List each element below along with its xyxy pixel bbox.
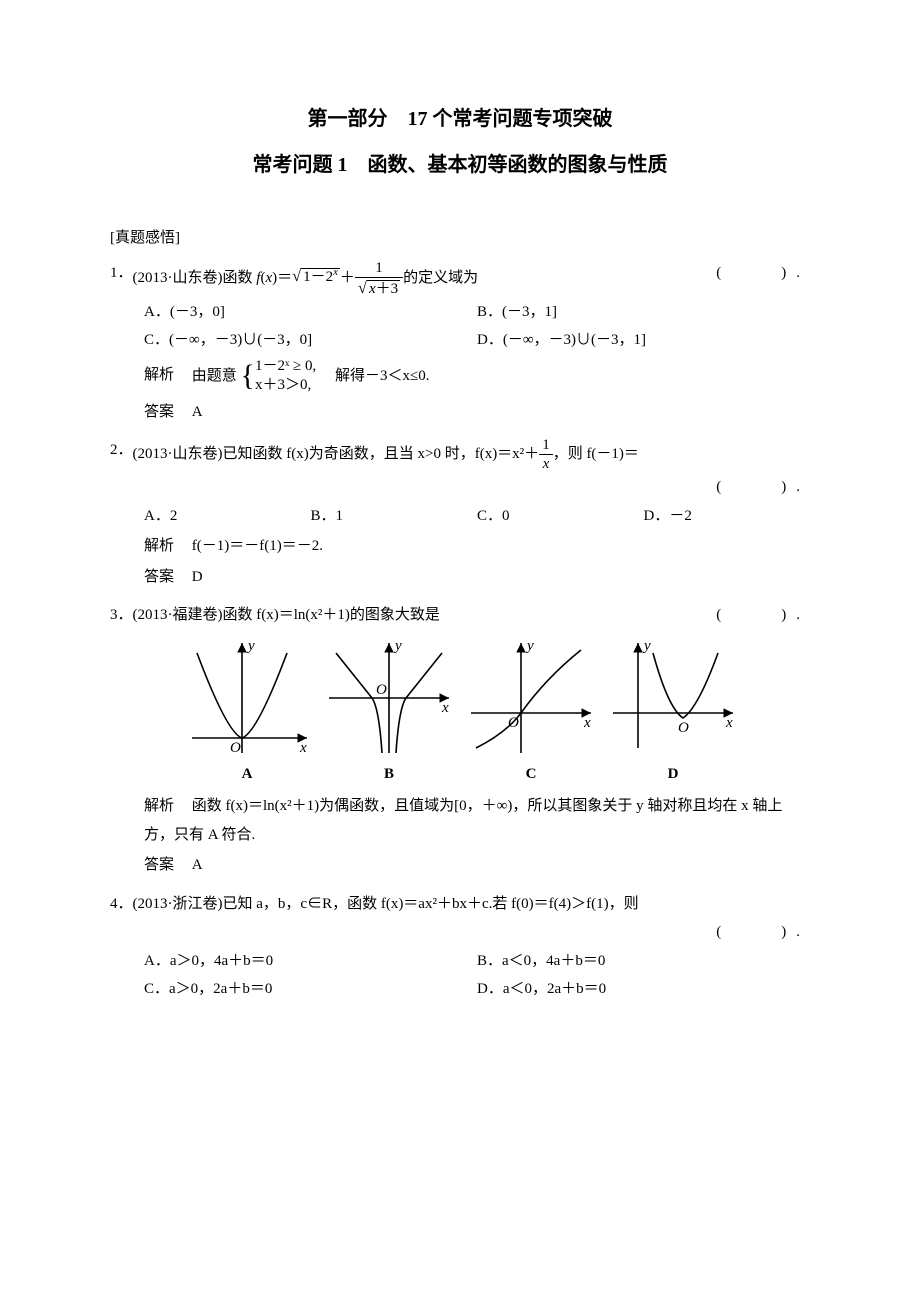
q1-option-c: C．(－∞，－3)∪(－3，0] [144,326,477,355]
question-2: 2． (2013·山东卷)已知函数 f(x)为奇函数，且当 x>0 时，f(x)… [110,436,810,591]
svg-text:y: y [393,638,402,654]
q4-option-a: A．a＞0，4a＋b＝0 [144,947,477,976]
graph-a: y x O A [182,638,312,789]
q1-option-d: D．(－∞，－3)∪(－3，1] [477,326,810,355]
svg-text:O: O [508,715,519,731]
q2-analysis: 解析 f(－1)＝－f(1)＝－2. [110,532,810,561]
q3-number: 3． [110,601,133,630]
q1-src: (2013·山东卷)函数 [133,269,257,285]
analysis-label: 解析 [144,367,174,383]
q4-option-c: C．a＞0，2a＋b＝0 [144,975,477,1004]
question-1: 1． (2013·山东卷)函数 f(x)＝√1－2x＋1√x＋3的定义域为 ( … [110,259,810,427]
q3-stem-text: (2013·福建卷)函数 f(x)＝ln(x²＋1)的图象大致是 [133,607,440,623]
q1-option-b: B．(－3，1] [477,298,810,327]
q2-ana-text: f(－1)＝－f(1)＝－2. [192,538,323,554]
q4-body: (2013·浙江卷)已知 a，b，c∈R，函数 f(x)＝ax²＋bx＋c.若 … [133,890,810,919]
svg-text:y: y [246,638,255,654]
graph-a-svg: y x O [182,638,312,758]
q2-stem-text2: ，则 f(－1)＝ [553,446,639,462]
q4-blank-paren: ( ). [110,918,810,947]
graph-a-label: A [182,760,312,789]
graph-c-label: C [466,760,596,789]
analysis-label: 解析 [144,538,174,554]
q4-option-b: B．a＜0，4a＋b＝0 [477,947,810,976]
q2-option-c: C．0 [477,502,644,531]
q1-ana-pre: 由题意 [192,367,237,383]
q4-option-d: D．a＜0，2a＋b＝0 [477,975,810,1004]
q2-body: (2013·山东卷)已知函数 f(x)为奇函数，且当 x>0 时，f(x)＝x²… [133,436,810,473]
svg-text:O: O [678,720,689,736]
q3-graphs: y x O A y x O B y x [110,638,810,789]
graph-d-label: D [608,760,738,789]
q3-answer: 答案 A [110,851,810,880]
q1-number: 1． [110,259,133,288]
q1-blank-paren: ( ). [716,259,810,288]
q1-analysis: 解析 由题意 {1－2ˣ ≥ 0,x＋3＞0, 解得－3＜x≤0. [110,357,810,396]
q3-answer-value: A [192,857,203,873]
graph-b-svg: y x O [324,638,454,758]
svg-text:y: y [642,638,651,654]
graph-c-svg: y x O [466,638,596,758]
analysis-label: 解析 [144,798,174,814]
q1-ana-post: 解得－3＜x≤0. [320,367,429,383]
q1-body: (2013·山东卷)函数 f(x)＝√1－2x＋1√x＋3的定义域为 ( ). [133,259,810,298]
q1-answer-value: A [192,404,203,420]
q3-blank-paren: ( ). [716,601,810,630]
q1-option-a: A．(－3，0] [144,298,477,327]
q4-number: 4． [110,890,133,919]
q2-option-d: D．－2 [644,502,811,531]
graph-c: y x O C [466,638,596,789]
part-title: 第一部分 17 个常考问题专项突破 [110,100,810,138]
question-3: 3． (2013·福建卷)函数 f(x)＝ln(x²＋1)的图象大致是 ( ).… [110,601,810,880]
graph-d-svg: y x O [608,638,738,758]
question-4: 4． (2013·浙江卷)已知 a，b，c∈R，函数 f(x)＝ax²＋bx＋c… [110,890,810,1004]
answer-label: 答案 [144,404,174,420]
q1-answer: 答案 A [110,398,810,427]
q1-sys-line2: x＋3＞0, [255,377,311,393]
q2-stem-text: (2013·山东卷)已知函数 f(x)为奇函数，且当 x>0 时，f(x)＝x²… [133,446,540,462]
q2-option-b: B．1 [311,502,478,531]
svg-text:O: O [230,740,241,756]
svg-text:x: x [725,715,733,731]
q1-tail: 的定义域为 [403,269,478,285]
q3-body: (2013·福建卷)函数 f(x)＝ln(x²＋1)的图象大致是 ( ). [133,601,810,630]
q2-blank-paren: ( ). [110,473,810,502]
q2-answer: 答案 D [110,563,810,592]
section-label: [真题感悟] [110,224,810,253]
answer-label: 答案 [144,569,174,585]
q2-number: 2． [110,436,133,465]
svg-text:O: O [376,682,387,698]
answer-label: 答案 [144,857,174,873]
q3-ana-text: 函数 f(x)＝ln(x²＋1)为偶函数，且值域为[0，＋∞)，所以其图象关于 … [144,798,782,843]
svg-text:y: y [525,638,534,654]
q2-option-a: A．2 [144,502,311,531]
topic-title: 常考问题 1 函数、基本初等函数的图象与性质 [110,146,810,184]
q1-sys-line1: 1－2ˣ ≥ 0, [255,358,316,374]
q3-analysis: 解析 函数 f(x)＝ln(x²＋1)为偶函数，且值域为[0，＋∞)，所以其图象… [110,792,810,849]
q2-answer-value: D [192,569,203,585]
graph-d: y x O D [608,638,738,789]
svg-text:x: x [441,700,449,716]
svg-text:x: x [299,740,307,756]
graph-b: y x O B [324,638,454,789]
graph-b-label: B [324,760,454,789]
q4-stem-text: (2013·浙江卷)已知 a，b，c∈R，函数 f(x)＝ax²＋bx＋c.若 … [133,896,639,912]
svg-text:x: x [583,715,591,731]
